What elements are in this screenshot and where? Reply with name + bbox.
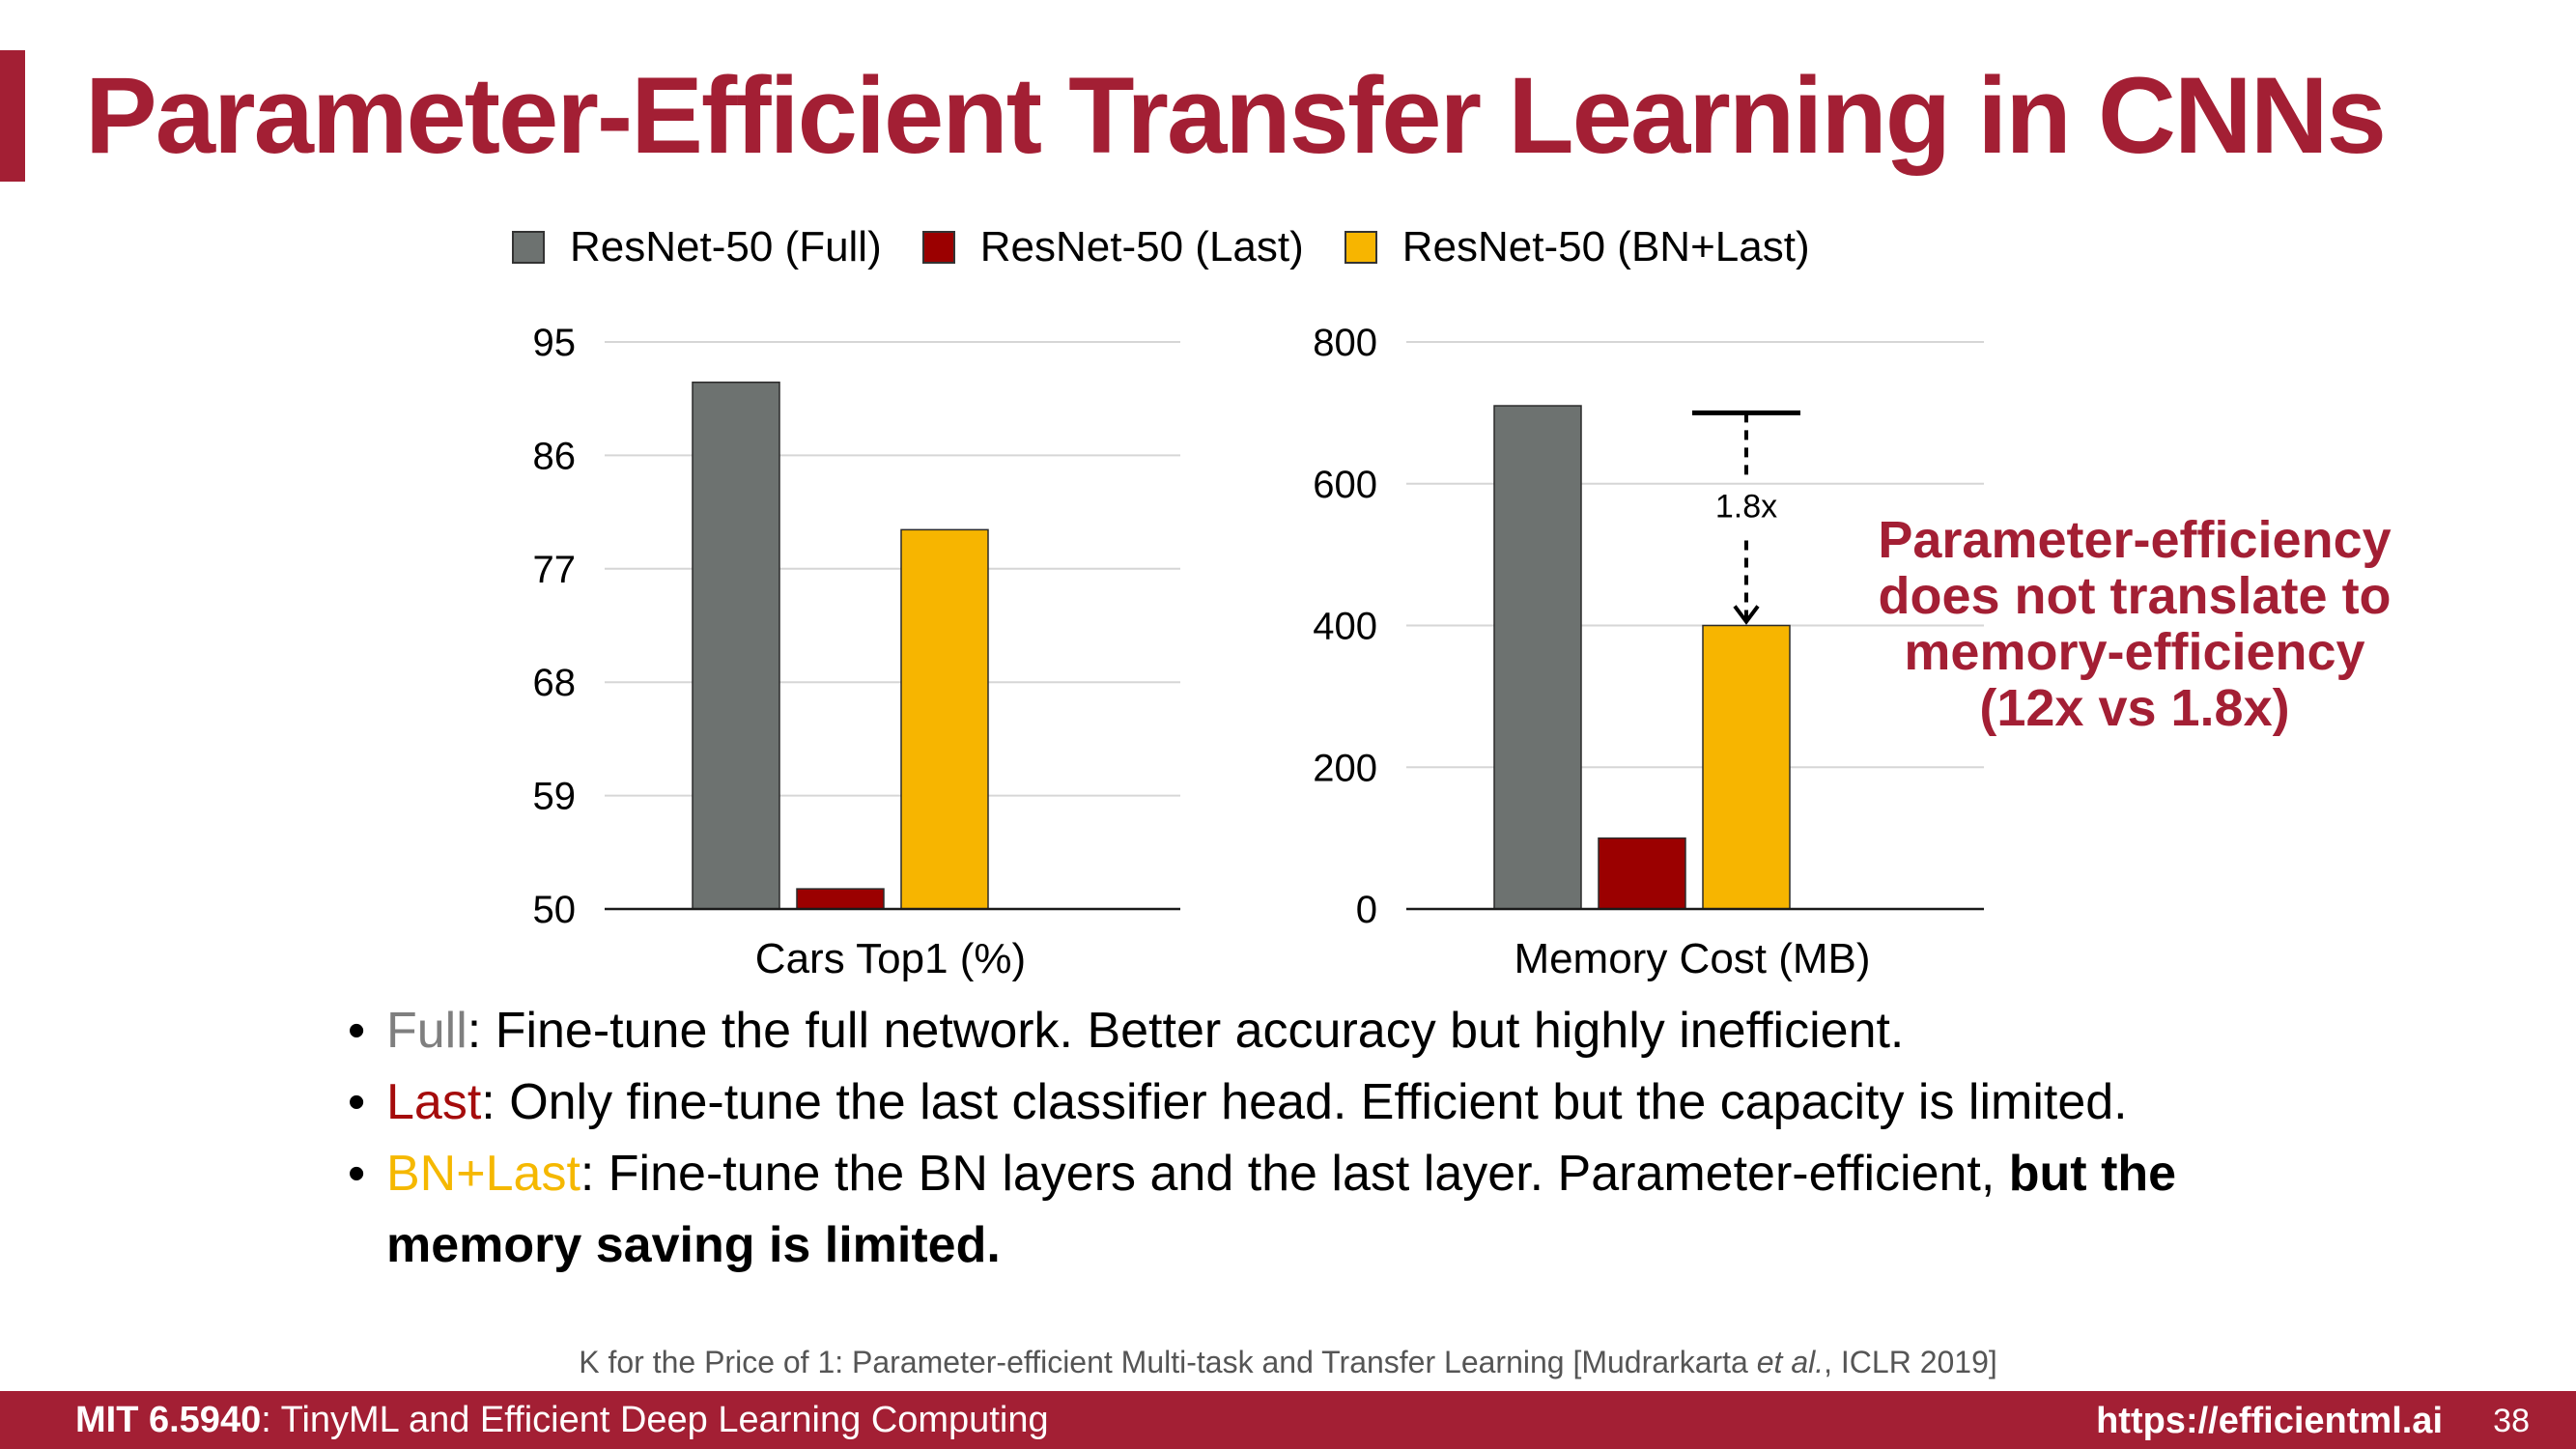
bullet-item-full: Full: Fine-tune the full network. Better… [348, 995, 2376, 1066]
bullet-keyword-bn-last: BN+Last [386, 1146, 580, 1202]
memory-ratio-arrowhead [1733, 605, 1760, 625]
accuracy-bar-0 [692, 381, 780, 910]
citation-italic: et al. [1756, 1345, 1825, 1379]
callout-line: memory-efficiency [1904, 623, 2365, 681]
accuracy-y-tick-label: 77 [533, 549, 577, 591]
bullet-item-bn-last: BN+Last: Fine-tune the BN layers and the… [348, 1138, 2376, 1281]
footer-bar: MIT 6.5940: TinyML and Efficient Deep Le… [0, 1391, 2576, 1449]
legend-label-full: ResNet-50 (Full) [570, 223, 882, 270]
memory-bar-2 [1702, 624, 1791, 910]
accuracy-y-tick-label: 86 [533, 435, 577, 477]
accuracy-bar-2 [900, 528, 989, 910]
bullet-text-bn-last: : Fine-tune the BN layers and the last l… [580, 1146, 2009, 1202]
chart-legend: ResNet-50 (Full) ResNet-50 (Last) ResNet… [512, 220, 1851, 274]
legend-swatch-bn-last [1344, 231, 1377, 264]
accuracy-y-tick-label: 59 [533, 776, 577, 818]
accuracy-y-tick-label: 95 [533, 322, 577, 364]
legend-swatch-full [512, 231, 545, 264]
bullet-keyword-full: Full [386, 1003, 467, 1059]
memory-x-axis-title: Memory Cost (MB) [1514, 935, 1870, 982]
callout-line: does not translate to [1878, 567, 2392, 625]
bullet-text-full: : Fine-tune the full network. Better acc… [467, 1003, 1905, 1059]
callout-text: Parameter-efficiency does not translate … [1835, 512, 2434, 736]
citation-post: , ICLR 2019] [1824, 1345, 1997, 1379]
footer-url-link[interactable]: https://efficientml.ai [2096, 1401, 2443, 1441]
memory-y-tick-label: 800 [1313, 322, 1377, 364]
legend-label-last: ResNet-50 (Last) [979, 223, 1304, 270]
bullet-text-last: : Only fine-tune the last classifier hea… [481, 1074, 2128, 1130]
bullet-list: Full: Fine-tune the full network. Better… [348, 995, 2376, 1281]
citation: K for the Price of 1: Parameter-efficien… [0, 1345, 2576, 1380]
memory-bar-1 [1598, 837, 1686, 910]
slide-title: Parameter-Efficient Transfer Learning in… [85, 55, 2387, 176]
footer-course-code: MIT 6.5940 [75, 1399, 262, 1440]
accuracy-x-axis-title: Cars Top1 (%) [755, 935, 1026, 982]
citation-pre: K for the Price of 1: Parameter-efficien… [579, 1345, 1757, 1379]
legend-item-bn-last: ResNet-50 (BN+Last) [1344, 223, 1810, 271]
charts-canvas: 50 59 68 77 86 95 Cars Top1 (%) 0 200 400 600 800 Me… [533, 322, 1984, 982]
memory-ratio-label: 1.8x [1715, 488, 1777, 525]
memory-y-tick-label: 0 [1356, 889, 1377, 931]
bullet-item-last: Last: Only fine-tune the last classifier… [348, 1066, 2376, 1138]
footer-course-title: : TinyML and Efficient Deep Learning Com… [261, 1399, 1049, 1440]
callout-line: Parameter-efficiency [1878, 511, 2392, 569]
title-accent-bar [0, 50, 25, 182]
accuracy-y-tick-label: 68 [533, 662, 577, 704]
bullet-bold-tail: but the memory saving is limited. [386, 1146, 2177, 1273]
legend-item-full: ResNet-50 (Full) [512, 223, 882, 271]
legend-item-last: ResNet-50 (Last) [921, 223, 1304, 271]
memory-bar-0 [1493, 405, 1582, 910]
accuracy-bar-1 [796, 888, 885, 910]
callout-line: (12x vs 1.8x) [1979, 679, 2290, 737]
page-number: 38 [2493, 1403, 2530, 1439]
memory-y-tick-label: 200 [1313, 747, 1377, 789]
legend-label-bn-last: ResNet-50 (BN+Last) [1401, 223, 1810, 270]
memory-y-tick-label: 400 [1313, 606, 1377, 648]
accuracy-y-tick-label: 50 [533, 889, 577, 931]
legend-swatch-last [921, 231, 955, 264]
bullet-keyword-last: Last [386, 1074, 482, 1130]
memory-y-tick-label: 600 [1313, 464, 1377, 506]
